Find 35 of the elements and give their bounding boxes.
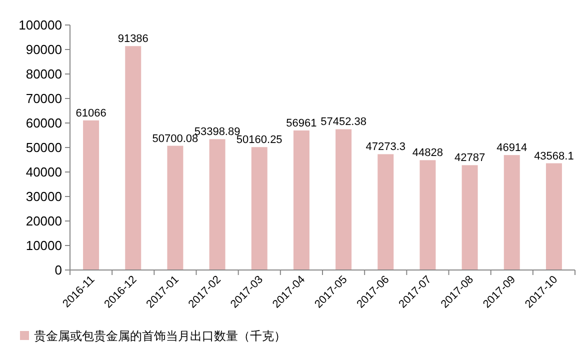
bar [125,46,142,270]
y-tick-label: 60000 [26,116,62,130]
bar [504,155,520,270]
y-tick-label: 70000 [26,91,62,106]
y-tick-label: 0 [54,262,62,278]
text: 50700.08 [152,132,198,145]
bar [251,147,268,270]
text: 43568.1 [534,150,574,162]
bar [420,160,436,270]
text: 56961 [286,117,317,130]
bar [293,130,310,270]
bar [83,120,100,270]
y-tick-label: 90000 [26,42,62,57]
legend-label: 贵金属或包贵金属的首饰当月出口数量（千克） [34,329,286,343]
bar [209,139,226,270]
text: 91386 [118,33,148,46]
bar [462,165,478,270]
y-tick-label: 10000 [26,238,62,253]
y-tick-label: 20000 [26,214,62,228]
text: 57452.38 [320,116,366,128]
text: 61066 [76,107,106,120]
text: 44828 [412,147,444,160]
y-tick-label: 50000 [26,140,62,155]
y-tick-label: 100000 [18,18,62,32]
bar [546,163,562,270]
y-tick-label: 80000 [26,66,62,82]
text: 50160.25 [236,134,282,146]
text: 46914 [496,142,528,154]
bar [167,146,184,270]
y-tick-label: 30000 [26,189,62,204]
text: 47273.3 [366,141,406,154]
y-tick-label: 40000 [26,164,62,180]
text: 42787 [454,152,486,164]
bar [336,129,352,270]
bar [378,154,394,270]
